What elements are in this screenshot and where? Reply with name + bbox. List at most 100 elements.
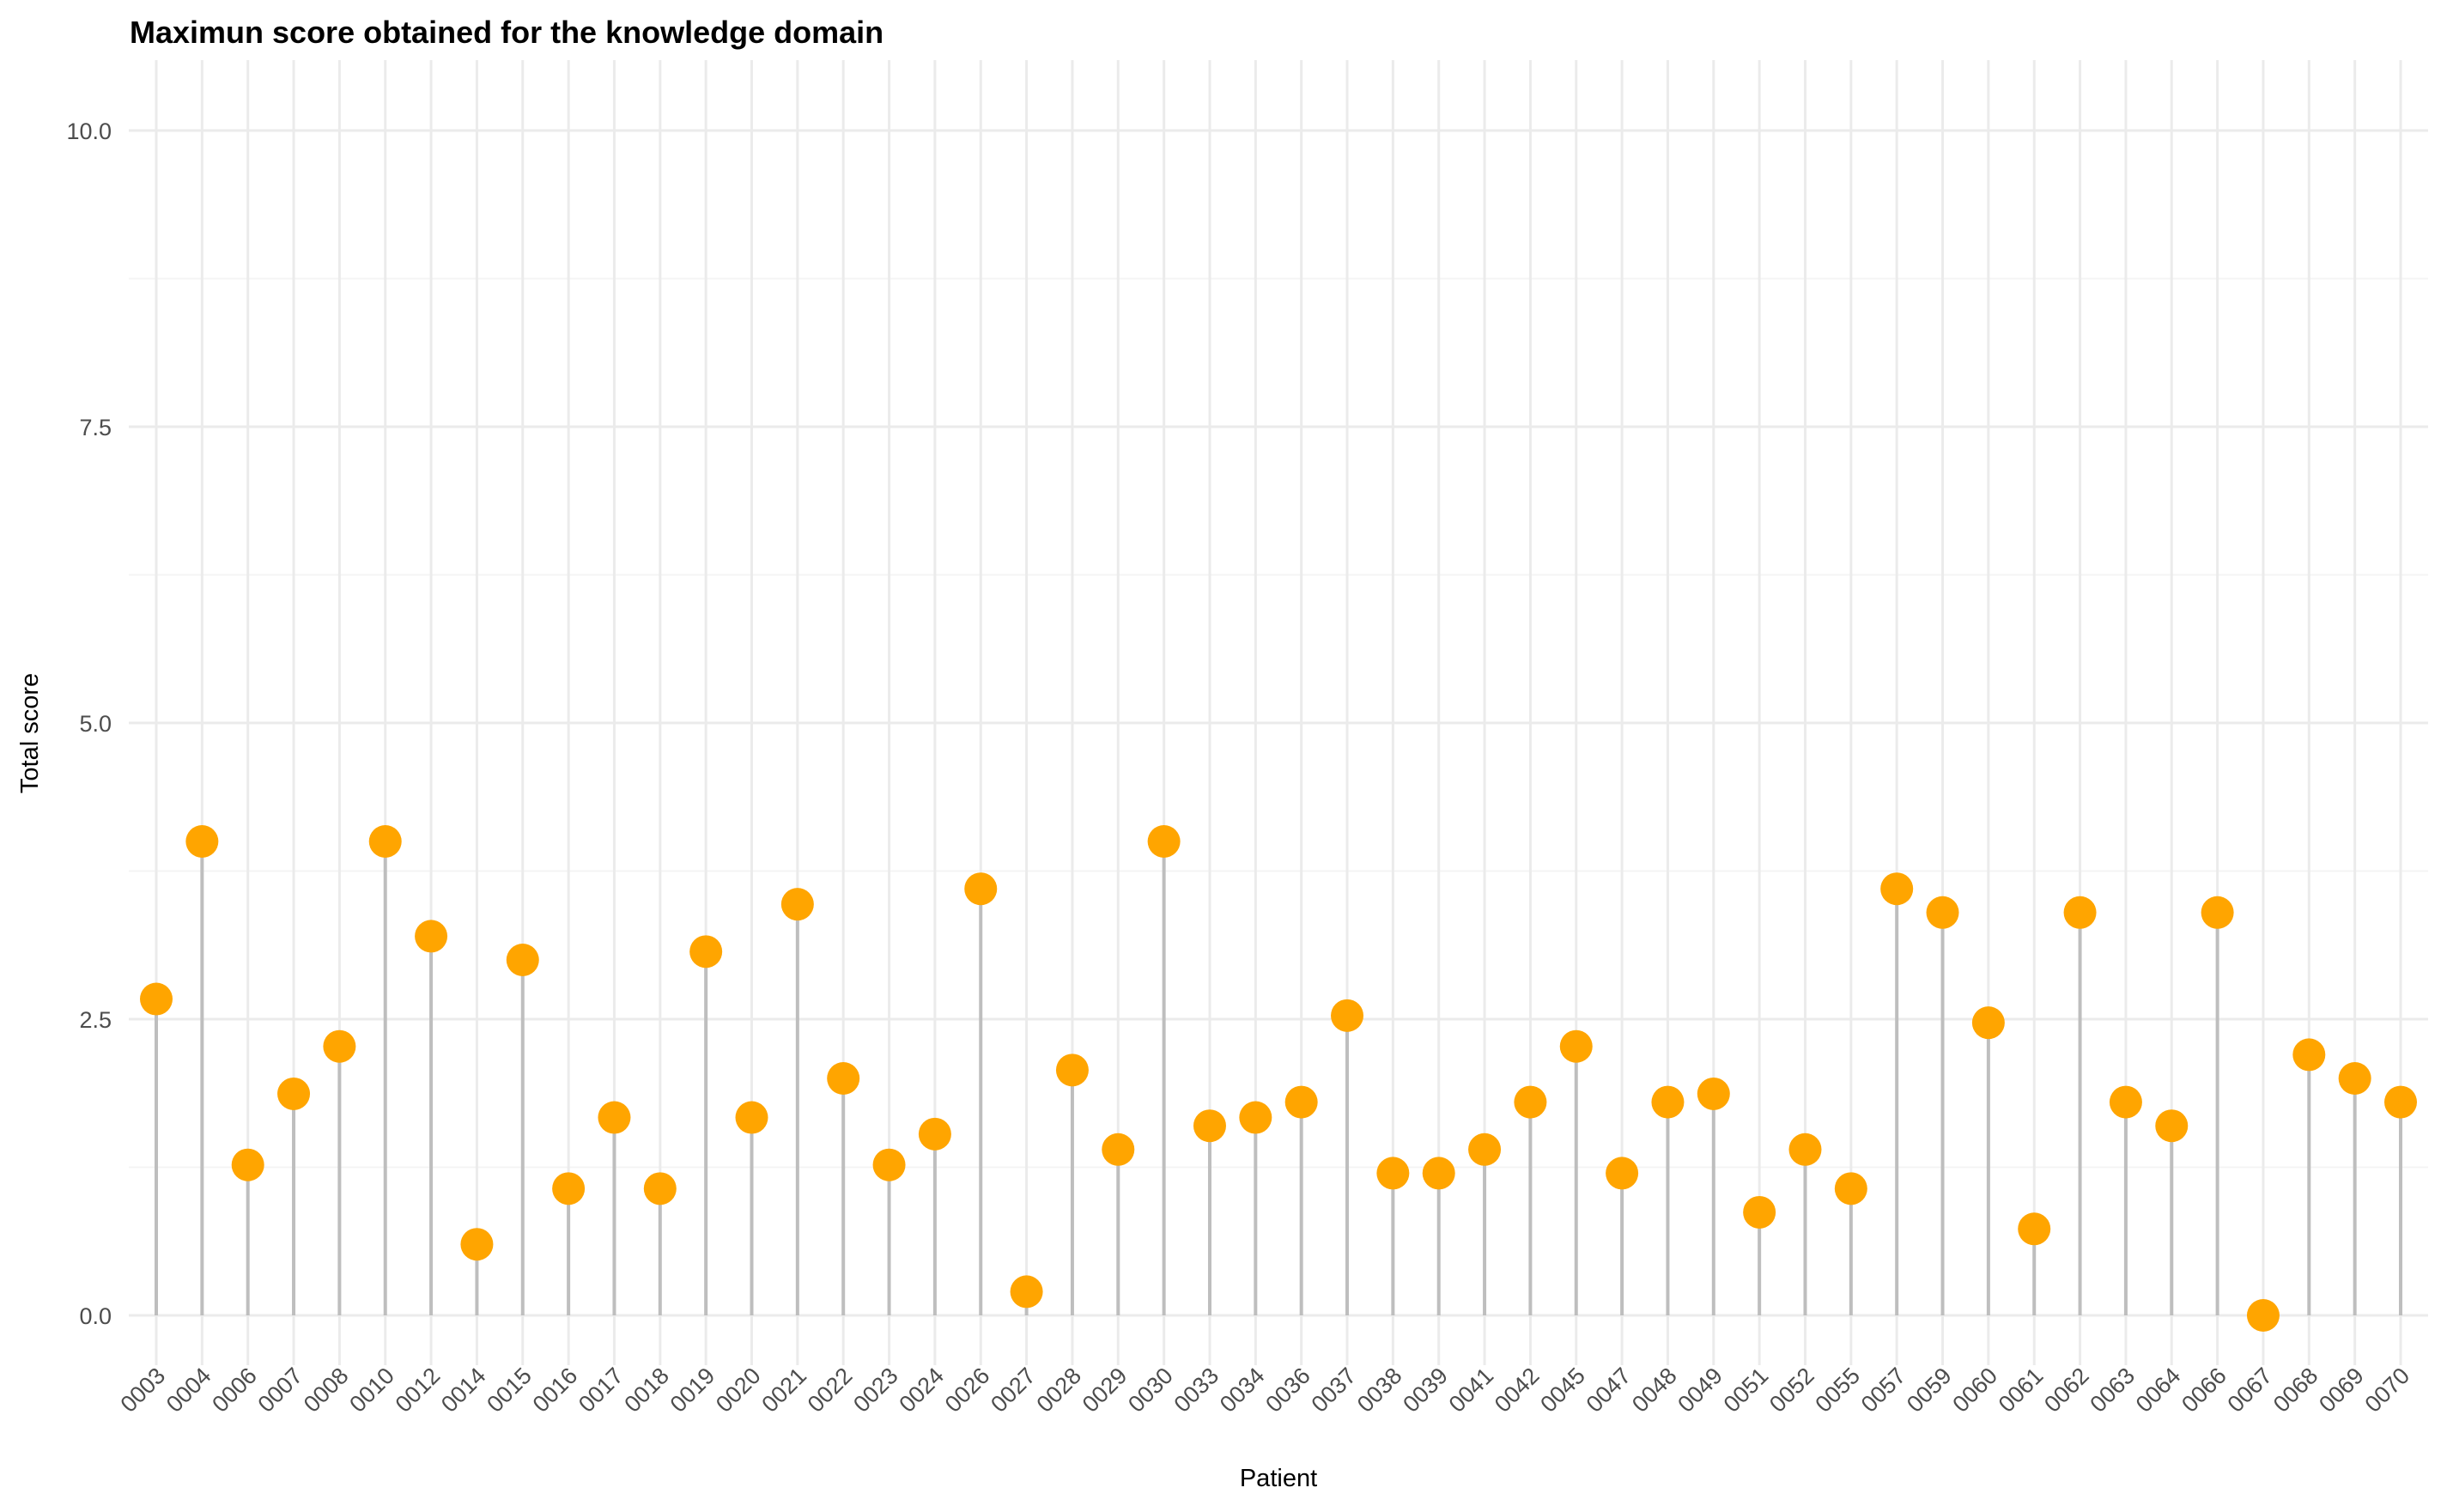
data-point [2063, 896, 2097, 929]
data-point [2338, 1062, 2371, 1095]
x-tick-label: 0006 [207, 1363, 262, 1418]
x-tick-label: 0060 [1947, 1363, 2002, 1418]
x-tick-label: 0015 [482, 1363, 537, 1418]
x-tick-label: 0012 [391, 1363, 446, 1418]
x-tick-label: 0027 [986, 1363, 1041, 1418]
x-tick-label: 0068 [2268, 1363, 2323, 1418]
data-point [827, 1062, 860, 1095]
x-tick-label: 0039 [1398, 1363, 1453, 1418]
data-point [1697, 1077, 1730, 1110]
data-point [735, 1101, 768, 1134]
x-tick-label: 0010 [344, 1363, 399, 1418]
x-tick-label: 0004 [161, 1363, 216, 1418]
x-tick-label: 0021 [756, 1363, 811, 1418]
data-point [1880, 872, 1914, 906]
data-point [2201, 896, 2234, 929]
y-tick-label: 7.5 [79, 415, 112, 440]
data-point [1193, 1109, 1226, 1143]
data-point [689, 935, 723, 969]
data-point [2292, 1038, 2326, 1072]
data-point [460, 1228, 494, 1261]
data-point [1971, 1006, 2005, 1040]
x-tick-label: 0064 [2131, 1363, 2186, 1418]
data-point [1331, 999, 1364, 1032]
data-point [872, 1148, 906, 1181]
data-point [964, 872, 998, 906]
data-point [2155, 1109, 2189, 1143]
x-tick-label: 0024 [894, 1363, 949, 1418]
y-tick-label: 2.5 [79, 1007, 112, 1033]
x-tick-label: 0049 [1673, 1363, 1727, 1418]
points [140, 825, 2417, 1332]
x-tick-label: 0018 [619, 1363, 674, 1418]
data-point [1147, 825, 1181, 858]
data-point [918, 1117, 951, 1151]
x-tick-label: 0038 [1352, 1363, 1407, 1418]
x-tick-label: 0007 [253, 1363, 308, 1418]
data-point [2109, 1085, 2142, 1119]
data-point [1651, 1085, 1685, 1119]
x-tick-label: 0048 [1627, 1363, 1682, 1418]
data-point [1514, 1085, 1547, 1119]
x-tick-label: 0034 [1215, 1363, 1270, 1418]
data-point [1559, 1029, 1593, 1063]
chart-title: Maximun score obtained for the knowledge… [130, 15, 883, 50]
data-point [1788, 1132, 1822, 1166]
x-tick-label: 0052 [1764, 1363, 1819, 1418]
data-point [1834, 1172, 1867, 1205]
y-axis-ticks: 0.0 2.5 5.0 7.5 10.0 [66, 118, 112, 1329]
y-axis-title: Total score [16, 673, 44, 793]
data-point [2384, 1085, 2417, 1119]
y-tick-label: 0.0 [79, 1303, 112, 1329]
x-tick-label: 0016 [528, 1363, 583, 1418]
data-point [780, 888, 814, 921]
x-tick-label: 0070 [2360, 1363, 2415, 1418]
x-tick-label: 0069 [2314, 1363, 2369, 1418]
x-tick-label: 0003 [116, 1363, 171, 1418]
x-tick-label: 0051 [1719, 1363, 1774, 1418]
data-point [2246, 1299, 2280, 1332]
data-point [368, 825, 402, 858]
data-point [231, 1148, 264, 1181]
data-point [2018, 1212, 2051, 1246]
x-tick-label: 0047 [1582, 1363, 1636, 1418]
data-point [1743, 1195, 1776, 1229]
data-point [1010, 1275, 1043, 1309]
x-axis-ticks: 0003000400060007000800100012001400150016… [116, 1363, 2415, 1418]
data-point [185, 825, 219, 858]
x-tick-label: 0067 [2223, 1363, 2278, 1418]
data-point [277, 1077, 311, 1110]
x-tick-label: 0059 [1902, 1363, 1957, 1418]
x-tick-label: 0037 [1307, 1363, 1362, 1418]
data-point [643, 1172, 677, 1205]
data-point [1239, 1101, 1272, 1134]
x-tick-label: 0008 [299, 1363, 354, 1418]
data-point [1376, 1157, 1410, 1190]
x-tick-label: 0062 [2039, 1363, 2094, 1418]
x-tick-label: 0063 [2085, 1363, 2140, 1418]
x-tick-label: 0017 [574, 1363, 628, 1418]
data-point [415, 920, 448, 953]
y-tick-label: 10.0 [66, 118, 112, 144]
x-tick-label: 0033 [1169, 1363, 1224, 1418]
data-point [1284, 1085, 1318, 1119]
data-point [140, 982, 173, 1016]
data-point [598, 1101, 631, 1134]
data-point [1606, 1157, 1639, 1190]
x-tick-label: 0036 [1260, 1363, 1315, 1418]
data-point [1102, 1132, 1135, 1166]
grid [129, 60, 2428, 1365]
x-tick-label: 0028 [1031, 1363, 1086, 1418]
data-point [323, 1029, 356, 1063]
x-tick-label: 0041 [1444, 1363, 1499, 1418]
data-point [1926, 896, 1959, 929]
x-tick-label: 0022 [803, 1363, 858, 1418]
x-tick-label: 0045 [1535, 1363, 1590, 1418]
data-point [552, 1172, 586, 1205]
data-point [1468, 1132, 1502, 1166]
x-tick-label: 0014 [436, 1363, 491, 1418]
x-tick-label: 0057 [1856, 1363, 1911, 1418]
data-point [1055, 1054, 1089, 1087]
x-tick-label: 0020 [711, 1363, 766, 1418]
